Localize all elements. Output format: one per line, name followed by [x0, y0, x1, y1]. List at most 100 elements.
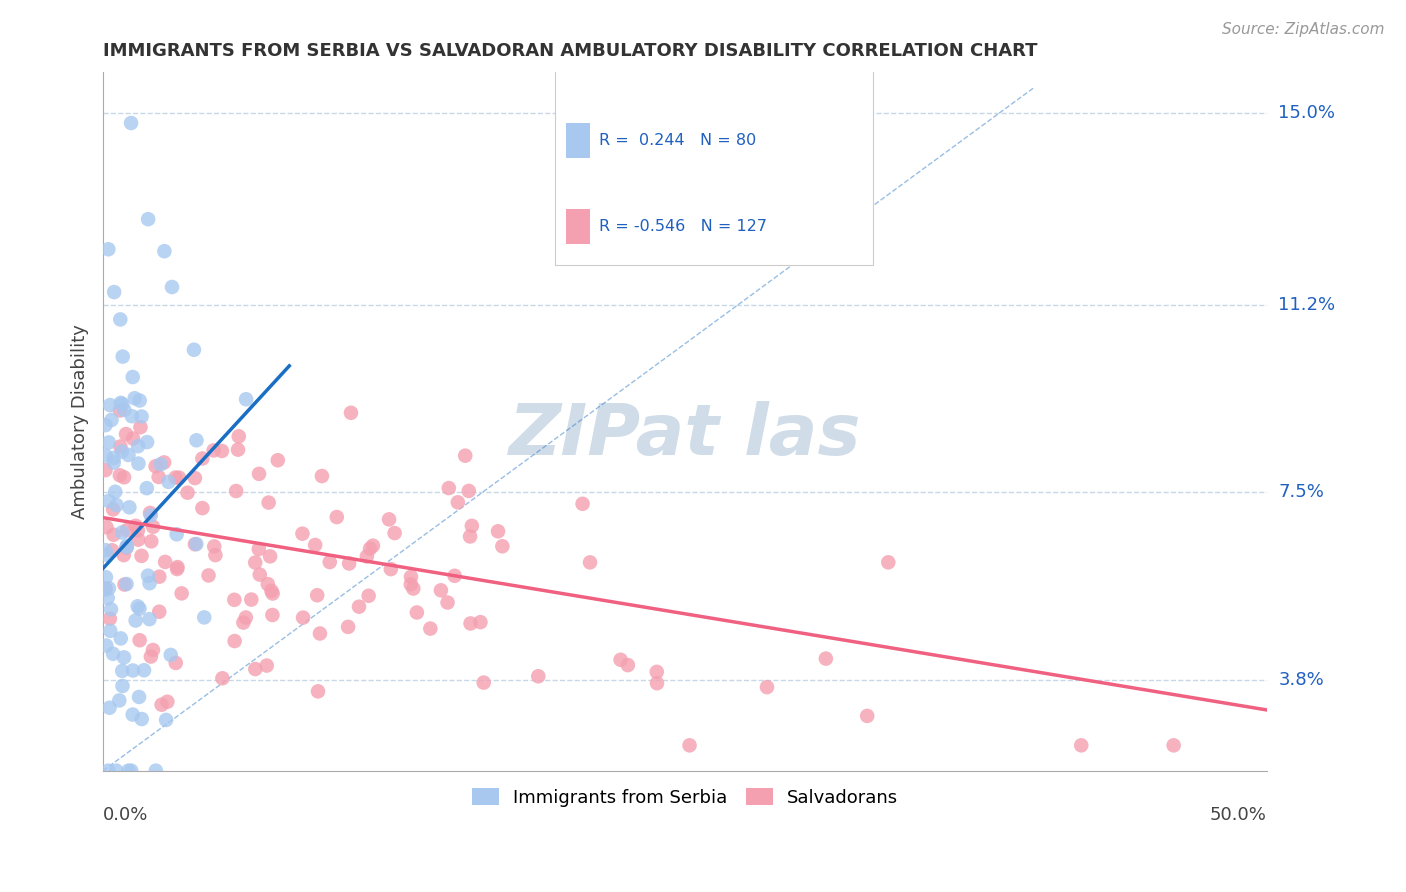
- Point: [101, 502, 124, 516]
- Point: [131, 549, 153, 563]
- Point: [645, 676, 668, 690]
- Point: [166, 527, 188, 541]
- Point: [167, 470, 190, 484]
- Point: [94, 582, 117, 596]
- Point: [856, 709, 879, 723]
- Point: [292, 610, 315, 624]
- Point: [458, 529, 481, 543]
- Point: [235, 610, 257, 624]
- FancyBboxPatch shape: [554, 68, 873, 265]
- Point: [247, 542, 270, 557]
- Point: [430, 583, 453, 598]
- Point: [127, 439, 149, 453]
- Point: [609, 653, 631, 667]
- Point: [142, 643, 165, 657]
- Point: [877, 555, 900, 569]
- Point: [115, 539, 138, 553]
- Point: [148, 470, 170, 484]
- Point: [115, 427, 138, 442]
- Point: [97, 494, 120, 508]
- Point: [202, 443, 225, 458]
- Point: [491, 539, 513, 553]
- Point: [191, 501, 214, 516]
- Point: [145, 764, 167, 778]
- Point: [617, 658, 640, 673]
- Point: [166, 560, 188, 574]
- Point: [406, 606, 429, 620]
- Point: [121, 409, 143, 424]
- Point: [132, 663, 155, 677]
- Point: [100, 602, 122, 616]
- Point: [94, 418, 117, 433]
- Point: [127, 457, 149, 471]
- Point: [160, 280, 183, 294]
- Point: [437, 481, 460, 495]
- Point: [527, 669, 550, 683]
- Bar: [567, 209, 589, 244]
- Point: [356, 549, 378, 564]
- Point: [337, 620, 360, 634]
- Point: [110, 396, 132, 410]
- Point: [249, 567, 271, 582]
- Text: Source: ZipAtlas.com: Source: ZipAtlas.com: [1222, 22, 1385, 37]
- Point: [125, 519, 148, 533]
- Point: [419, 622, 441, 636]
- Point: [267, 453, 290, 467]
- Point: [347, 599, 370, 614]
- Point: [247, 467, 270, 481]
- Point: [94, 463, 117, 477]
- Point: [257, 495, 280, 509]
- Point: [184, 471, 207, 485]
- Point: [166, 562, 188, 576]
- Point: [127, 599, 149, 614]
- Point: [153, 244, 176, 259]
- Point: [678, 739, 700, 753]
- Point: [357, 589, 380, 603]
- Point: [120, 116, 142, 130]
- Point: [114, 577, 136, 591]
- Point: [121, 707, 143, 722]
- Point: [204, 548, 226, 562]
- Point: [165, 470, 187, 484]
- Point: [319, 555, 342, 569]
- Point: [309, 626, 332, 640]
- Point: [197, 568, 219, 582]
- Point: [245, 556, 267, 570]
- Point: [105, 764, 128, 778]
- Text: 0.0%: 0.0%: [103, 806, 149, 824]
- Point: [100, 413, 122, 427]
- Point: [461, 519, 484, 533]
- Point: [256, 658, 278, 673]
- Point: [138, 612, 160, 626]
- Point: [232, 615, 254, 630]
- Point: [436, 595, 458, 609]
- Point: [224, 634, 246, 648]
- Point: [110, 440, 132, 454]
- Text: 11.2%: 11.2%: [1278, 296, 1336, 314]
- Point: [111, 679, 134, 693]
- Text: 50.0%: 50.0%: [1211, 806, 1267, 824]
- Point: [443, 569, 465, 583]
- Point: [101, 647, 124, 661]
- Point: [259, 549, 281, 564]
- Point: [359, 541, 381, 556]
- Point: [108, 403, 131, 417]
- Point: [97, 435, 120, 450]
- Point: [145, 459, 167, 474]
- Point: [148, 605, 170, 619]
- Point: [117, 448, 139, 462]
- Point: [103, 285, 125, 299]
- Point: [101, 543, 124, 558]
- Point: [380, 562, 402, 576]
- Point: [460, 616, 482, 631]
- Point: [128, 393, 150, 408]
- Point: [112, 470, 135, 484]
- Point: [98, 624, 121, 638]
- Point: [96, 520, 118, 534]
- Point: [112, 548, 135, 562]
- Point: [186, 537, 208, 551]
- Point: [378, 512, 401, 526]
- Text: 3.8%: 3.8%: [1278, 671, 1324, 689]
- Point: [191, 451, 214, 466]
- Point: [98, 612, 121, 626]
